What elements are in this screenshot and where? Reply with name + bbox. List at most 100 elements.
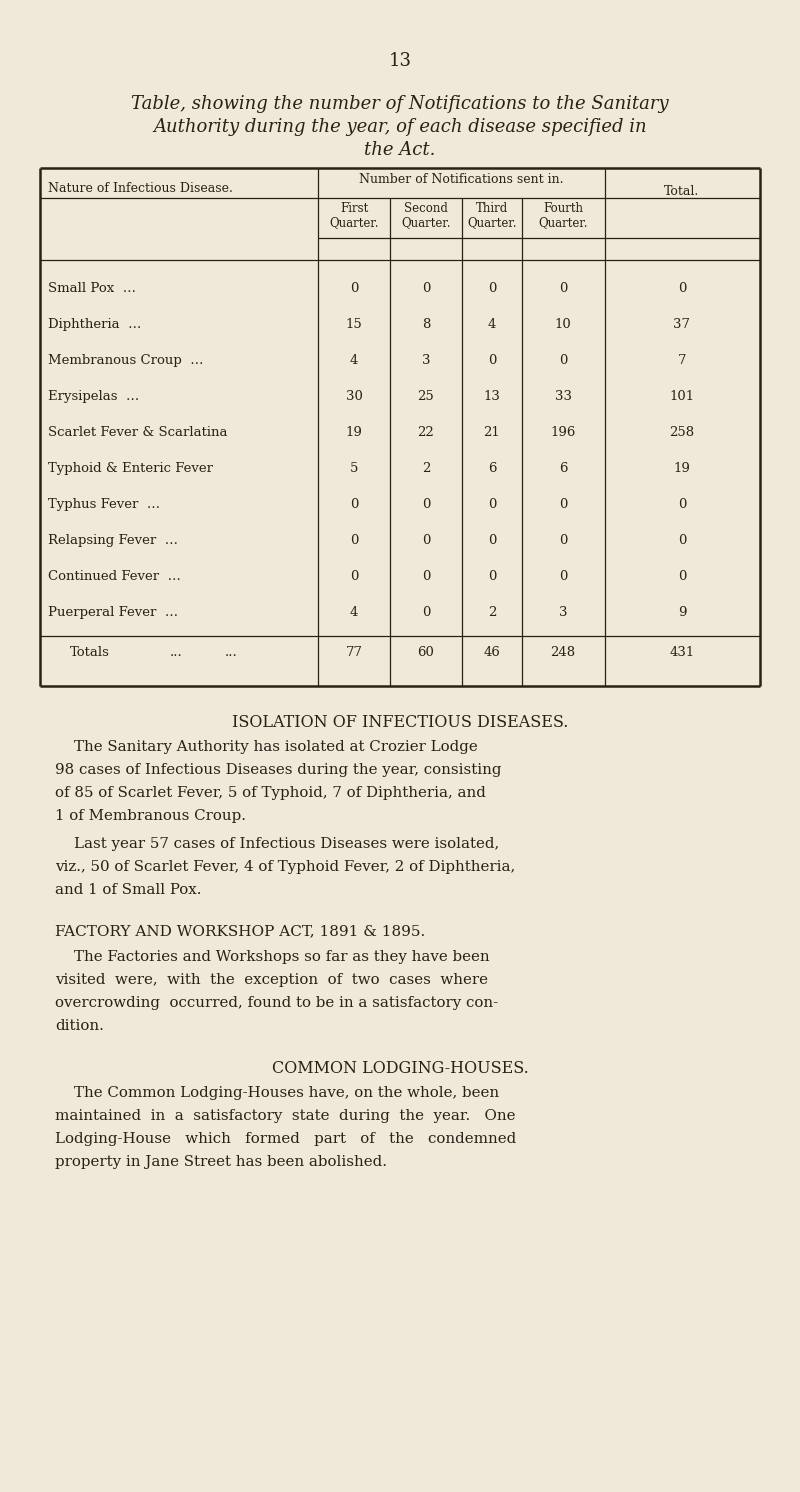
Text: 0: 0 [422,570,430,583]
Text: First: First [340,201,368,215]
Text: 30: 30 [346,389,362,403]
Text: 4: 4 [350,354,358,367]
Text: Third: Third [476,201,508,215]
Text: Typhus Fever  …: Typhus Fever … [48,498,160,510]
Text: visited  were,  with  the  exception  of  two  cases  where: visited were, with the exception of two … [55,973,488,988]
Text: Fourth: Fourth [543,201,583,215]
Text: Number of Notifications sent in.: Number of Notifications sent in. [359,173,564,186]
Text: property in Jane Street has been abolished.: property in Jane Street has been abolish… [55,1155,387,1170]
Text: ...: ... [225,646,238,659]
Text: 0: 0 [488,498,496,510]
Text: 0: 0 [559,282,567,295]
Text: 21: 21 [484,427,500,439]
Text: 196: 196 [550,427,576,439]
Text: Total.: Total. [664,185,700,198]
Text: 0: 0 [678,498,686,510]
Text: Scarlet Fever & Scarlatina: Scarlet Fever & Scarlatina [48,427,227,439]
Text: Quarter.: Quarter. [330,216,378,228]
Text: 19: 19 [346,427,362,439]
Text: 0: 0 [559,534,567,548]
Text: 13: 13 [483,389,501,403]
Text: 0: 0 [488,354,496,367]
Text: 0: 0 [678,534,686,548]
Text: 4: 4 [488,318,496,331]
Text: The Sanitary Authority has isolated at Crozier Lodge: The Sanitary Authority has isolated at C… [55,740,478,753]
Text: 0: 0 [488,570,496,583]
Text: Small Pox  …: Small Pox … [48,282,136,295]
Text: 0: 0 [422,606,430,619]
Text: Puerperal Fever  …: Puerperal Fever … [48,606,178,619]
Text: 101: 101 [670,389,694,403]
Text: Diphtheria  …: Diphtheria … [48,318,142,331]
Text: 0: 0 [559,354,567,367]
Text: 60: 60 [418,646,434,659]
Text: 10: 10 [554,318,571,331]
Text: COMMON LODGING-HOUSES.: COMMON LODGING-HOUSES. [272,1059,528,1077]
Text: FACTORY AND WORKSHOP ACT, 1891 & 1895.: FACTORY AND WORKSHOP ACT, 1891 & 1895. [55,924,426,938]
Text: Quarter.: Quarter. [467,216,517,228]
Text: 1 of Membranous Croup.: 1 of Membranous Croup. [55,809,246,824]
Text: of 85 of Scarlet Fever, 5 of Typhoid, 7 of Diphtheria, and: of 85 of Scarlet Fever, 5 of Typhoid, 7 … [55,786,486,800]
Text: 3: 3 [422,354,430,367]
Text: viz., 50 of Scarlet Fever, 4 of Typhoid Fever, 2 of Diphtheria,: viz., 50 of Scarlet Fever, 4 of Typhoid … [55,859,515,874]
Text: 6: 6 [488,463,496,474]
Text: 3: 3 [558,606,567,619]
Text: 0: 0 [350,534,358,548]
Text: 4: 4 [350,606,358,619]
Text: 0: 0 [422,498,430,510]
Text: 431: 431 [670,646,694,659]
Text: 98 cases of Infectious Diseases during the year, consisting: 98 cases of Infectious Diseases during t… [55,762,502,777]
Text: 77: 77 [346,646,362,659]
Text: The Factories and Workshops so far as they have been: The Factories and Workshops so far as th… [55,950,490,964]
Text: 25: 25 [418,389,434,403]
Text: 2: 2 [422,463,430,474]
Text: 0: 0 [350,498,358,510]
Text: and 1 of Small Pox.: and 1 of Small Pox. [55,883,202,897]
Text: 33: 33 [554,389,571,403]
Text: 46: 46 [483,646,501,659]
Text: 2: 2 [488,606,496,619]
Text: 9: 9 [678,606,686,619]
Text: Nature of Infectious Disease.: Nature of Infectious Disease. [48,182,233,195]
Text: 7: 7 [678,354,686,367]
Text: 258: 258 [670,427,694,439]
Text: 0: 0 [559,570,567,583]
Text: 8: 8 [422,318,430,331]
Text: dition.: dition. [55,1019,104,1032]
Text: 13: 13 [389,52,411,70]
Text: 0: 0 [559,498,567,510]
Text: 0: 0 [488,282,496,295]
Text: 0: 0 [678,282,686,295]
Text: Table, showing the number of Notifications to the Sanitary: Table, showing the number of Notificatio… [131,95,669,113]
Text: 5: 5 [350,463,358,474]
Text: 0: 0 [678,570,686,583]
Text: Last year 57 cases of Infectious Diseases were isolated,: Last year 57 cases of Infectious Disease… [55,837,499,850]
Text: 22: 22 [418,427,434,439]
Text: 0: 0 [350,570,358,583]
Text: 0: 0 [422,282,430,295]
Text: Lodging-House   which   formed   part   of   the   condemned: Lodging-House which formed part of the c… [55,1132,516,1146]
Text: ISOLATION OF INFECTIOUS DISEASES.: ISOLATION OF INFECTIOUS DISEASES. [232,715,568,731]
Text: 0: 0 [422,534,430,548]
Text: maintained  in  a  satisfactory  state  during  the  year.   One: maintained in a satisfactory state durin… [55,1109,515,1123]
Text: Totals: Totals [70,646,110,659]
Text: Quarter.: Quarter. [402,216,450,228]
Text: the Act.: the Act. [364,142,436,160]
Text: Erysipelas  …: Erysipelas … [48,389,139,403]
Text: 248: 248 [550,646,575,659]
Text: Authority during the year, of each disease specified in: Authority during the year, of each disea… [153,118,647,136]
Text: Membranous Croup  …: Membranous Croup … [48,354,203,367]
Text: ...: ... [170,646,182,659]
Text: The Common Lodging-Houses have, on the whole, been: The Common Lodging-Houses have, on the w… [55,1086,499,1100]
Text: 0: 0 [488,534,496,548]
Text: 15: 15 [346,318,362,331]
Text: 37: 37 [674,318,690,331]
Text: 0: 0 [350,282,358,295]
Text: overcrowding  occurred, found to be in a satisfactory con-: overcrowding occurred, found to be in a … [55,997,498,1010]
Text: Quarter.: Quarter. [538,216,588,228]
Text: 6: 6 [558,463,567,474]
Text: Second: Second [404,201,448,215]
Text: Typhoid & Enteric Fever: Typhoid & Enteric Fever [48,463,213,474]
Text: Continued Fever  …: Continued Fever … [48,570,181,583]
Text: 19: 19 [674,463,690,474]
